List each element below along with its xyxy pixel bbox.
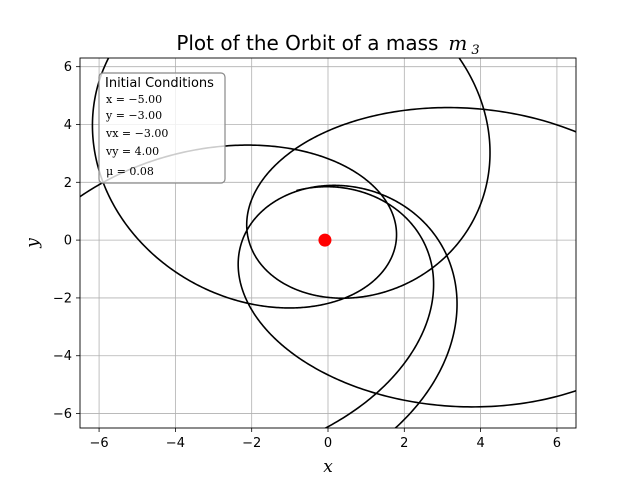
y-tick-label: 2: [64, 176, 72, 191]
x-tick-label: 2: [400, 436, 408, 451]
legend-line-vx: vx = −3.00: [105, 127, 168, 140]
x-axis-label: x: [323, 457, 333, 477]
x-tick-label: 0: [324, 436, 332, 451]
x-tick-label: −2: [242, 436, 261, 451]
chart-title: Plot of the Orbit of a mass m 3: [176, 31, 479, 58]
legend-line-mu: μ = 0.08: [106, 165, 154, 178]
x-tick-label: 6: [553, 436, 561, 451]
y-axis-ticks: −6 −4 −2 0 2 4 6: [53, 60, 80, 422]
x-tick-label: −6: [89, 436, 108, 451]
x-tick-label: 4: [476, 436, 484, 451]
legend: Initial Conditions x = −5.00 y = −3.00 v…: [98, 72, 226, 184]
y-tick-label: 6: [64, 60, 72, 75]
legend-line-vy: vy = 4.00: [105, 145, 159, 158]
y-axis-label: y: [23, 238, 43, 249]
legend-box: [98, 72, 226, 184]
y-tick-label: −2: [53, 291, 72, 306]
y-tick-label: −6: [53, 407, 72, 422]
center-mass-point: [318, 233, 332, 247]
y-tick-label: 4: [64, 118, 72, 133]
legend-title: Initial Conditions: [105, 76, 214, 91]
legend-line-y: y = −3.00: [105, 109, 162, 122]
x-tick-label: −4: [166, 436, 185, 451]
y-tick-label: 0: [64, 234, 72, 249]
y-tick-label: −4: [53, 349, 72, 364]
legend-line-x: x = −5.00: [106, 93, 162, 106]
x-axis-ticks: −6 −4 −2 0 2 4 6: [89, 428, 561, 451]
